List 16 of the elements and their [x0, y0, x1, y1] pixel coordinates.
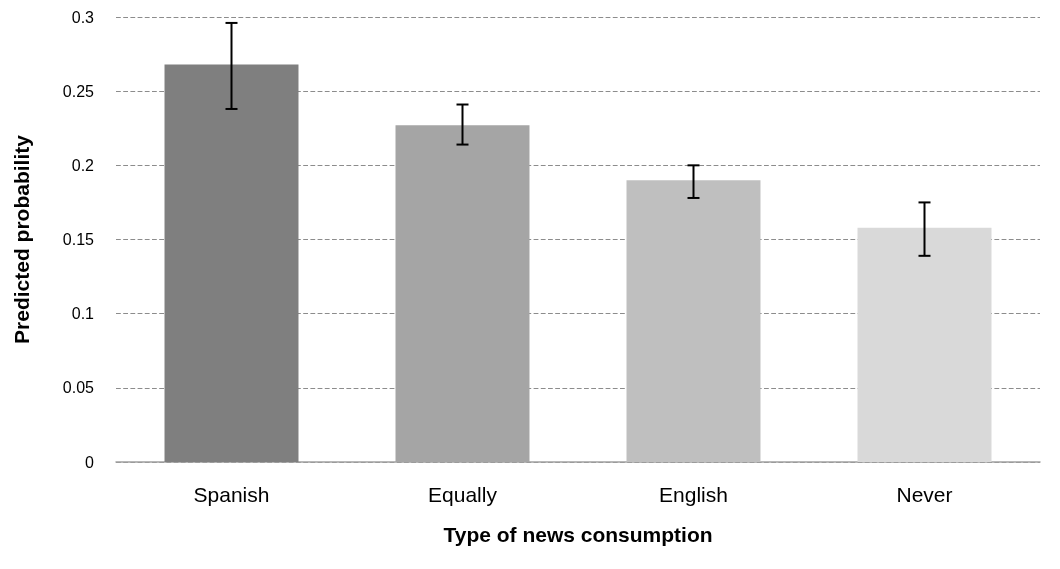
y-tick-label: 0.1 [71, 305, 95, 323]
x-tick-label: English [659, 483, 728, 506]
x-tick-label: Spanish [193, 483, 270, 506]
bar [857, 227, 992, 462]
y-tick-label: 0.2 [71, 156, 95, 174]
bar [164, 64, 299, 462]
x-axis-title: Type of news consumption [443, 523, 713, 546]
y-axis-title: Predicted probability [10, 134, 33, 344]
y-tick-label: 0.05 [62, 379, 95, 397]
x-tick-label: Never [896, 483, 953, 506]
y-tick-label: 0 [85, 453, 95, 471]
y-tick-label: 0.15 [62, 231, 95, 248]
bar [626, 180, 761, 462]
y-tick-label: 0.3 [71, 8, 95, 26]
y-tick-label: 0.25 [62, 82, 95, 100]
x-tick-label: Equally [428, 483, 498, 506]
